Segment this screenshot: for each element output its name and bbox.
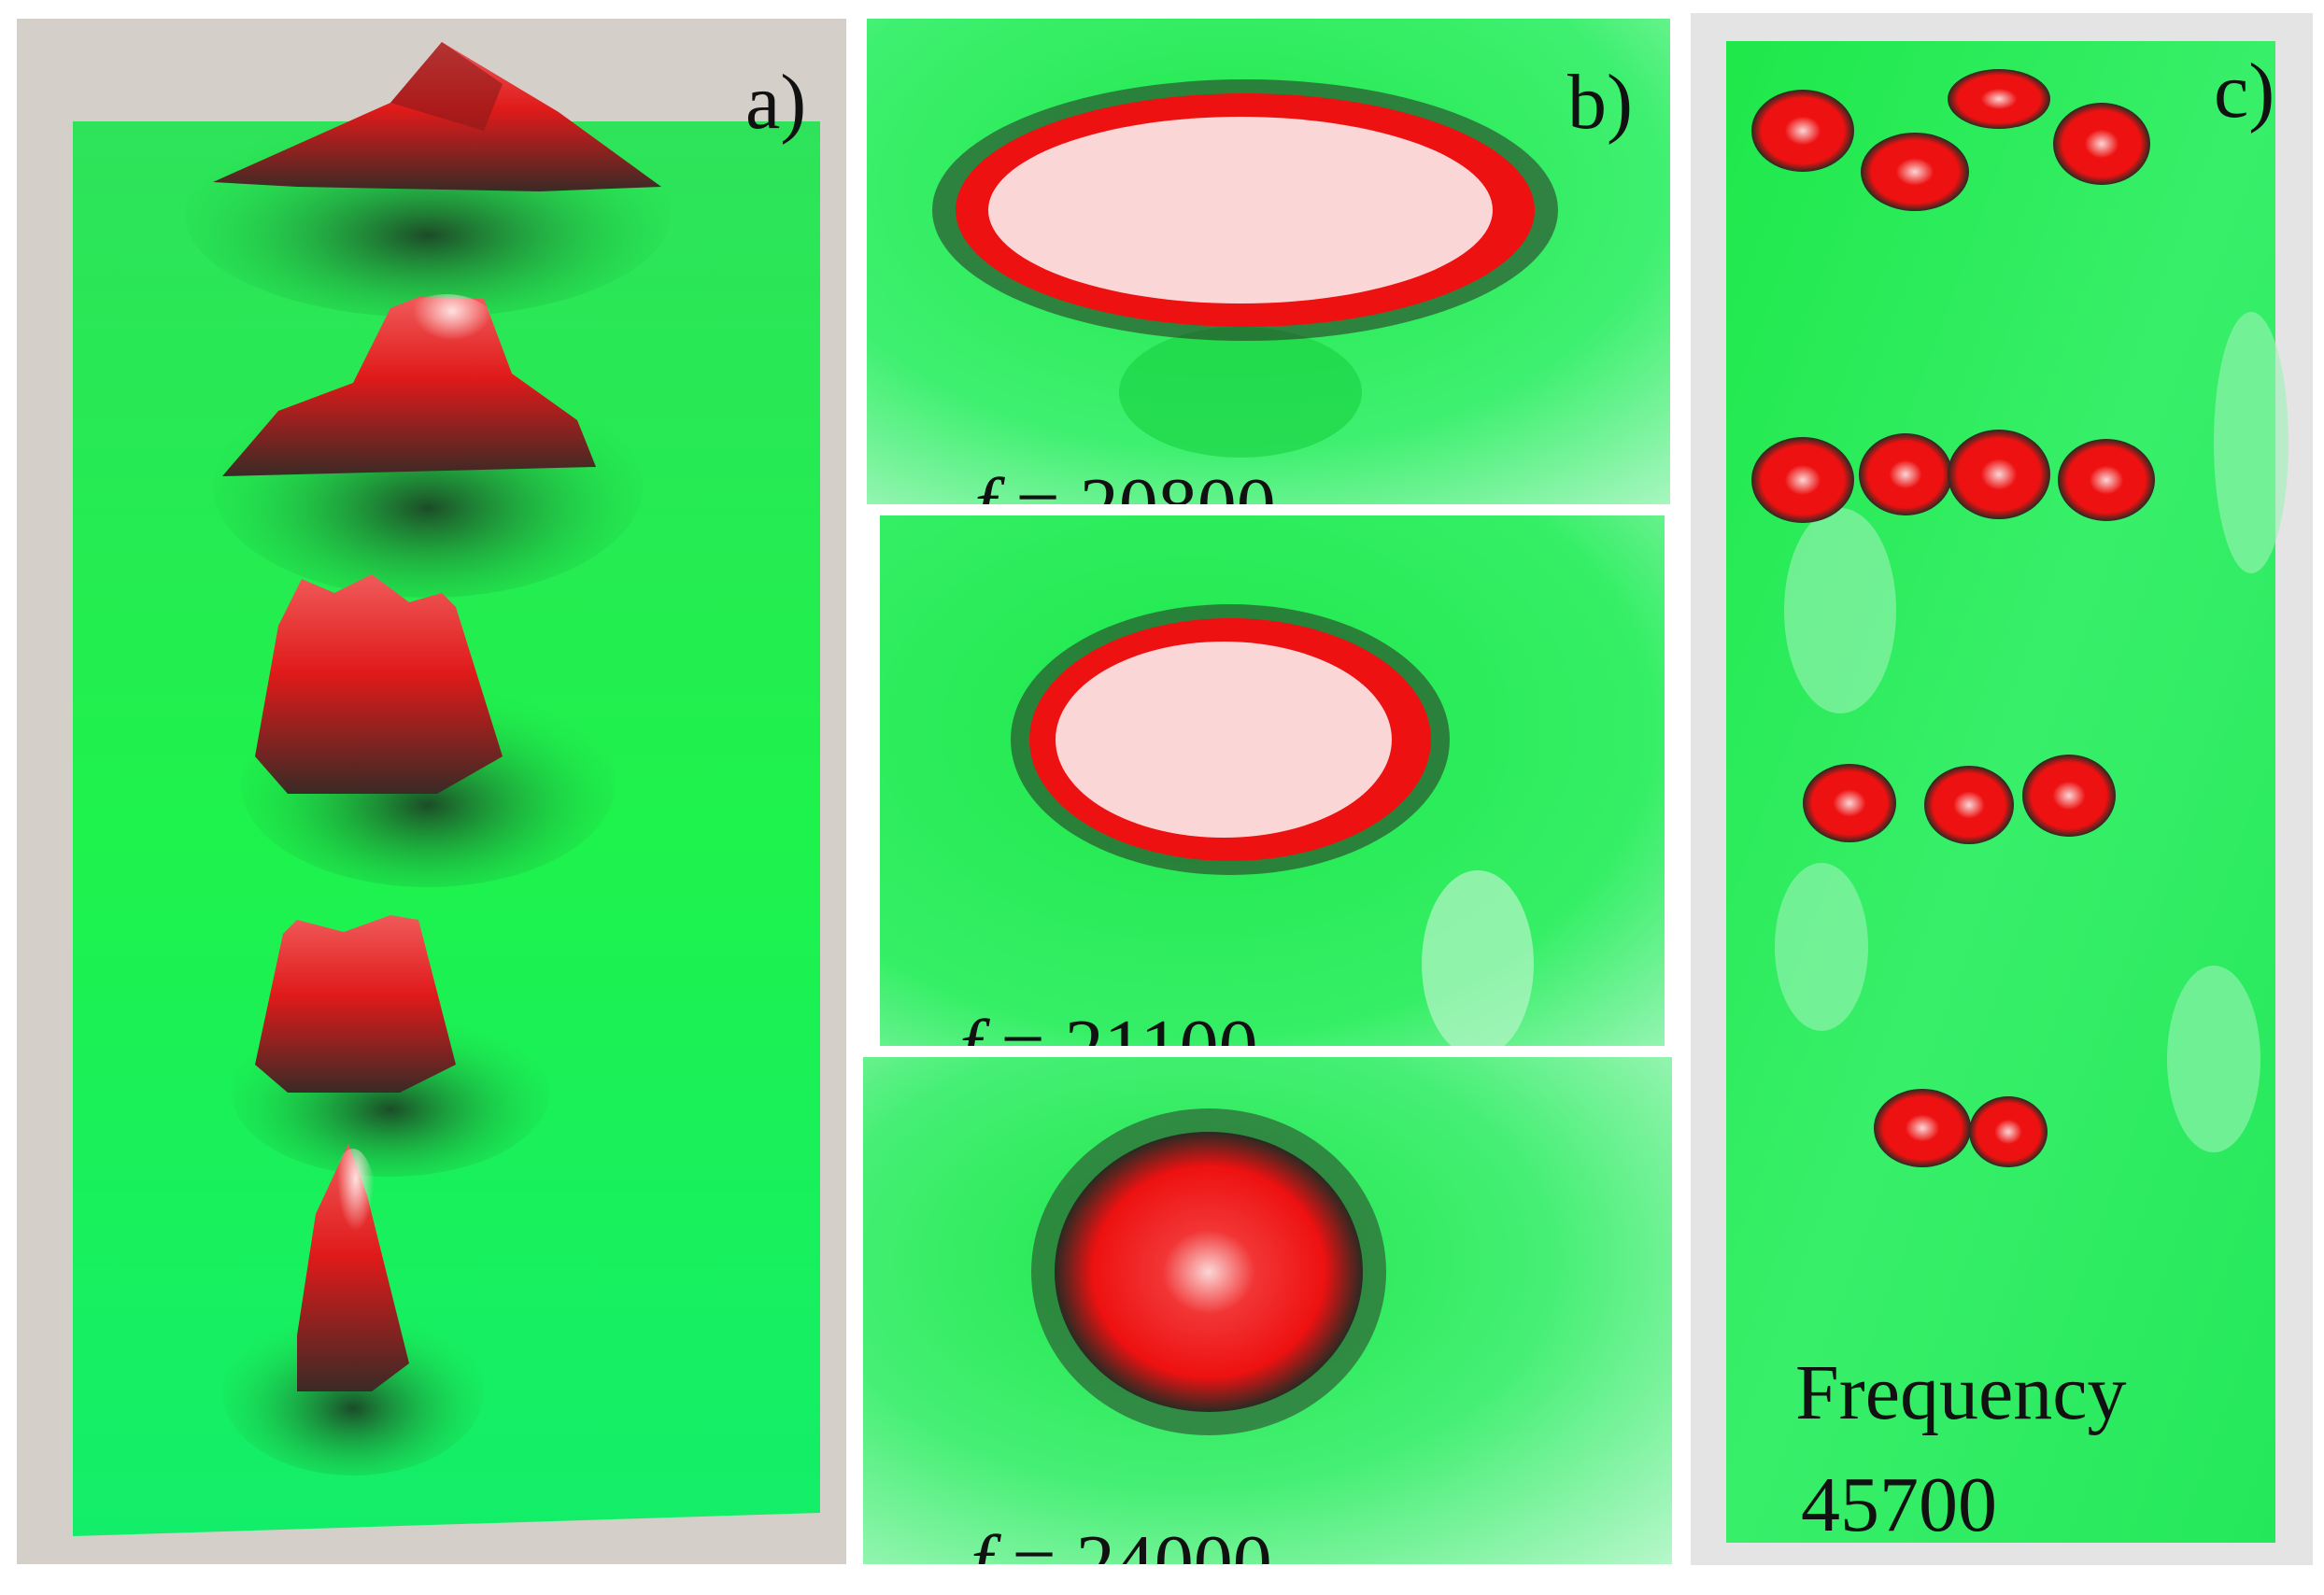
panel-b-bottom: f = 24000 [863,1057,1672,1564]
frequency-label: Frequency [1795,1349,2127,1436]
peak-4 [255,915,456,1093]
panel-c-label: c) [2214,48,2275,134]
peak-1 [213,42,661,191]
blob-b1 [932,79,1558,341]
blob-b3 [1031,1108,1386,1435]
panel-b-top: b) f = 20800 [867,19,1670,504]
caption-b1: f = 20800 [974,467,1276,505]
spots-row-3 [1803,755,2116,844]
panel-a: a) [17,19,846,1564]
panel-b-middle: f = 21100 [880,515,1665,1046]
peak-3 [255,574,503,794]
spots-row-4 [1874,1089,2048,1167]
panel-a-surface [73,42,820,1536]
spots-row-2 [1751,430,2155,523]
spots-row-1 [1751,69,2150,211]
panel-c: c) Frequency 45700 [1691,13,2313,1565]
panel-b-label: b) [1567,59,1633,146]
frequency-value: 45700 [1801,1461,1997,1548]
blob-b2 [1011,604,1450,875]
caption-b2: f = 21100 [959,1009,1258,1047]
caption-b3: f = 24000 [971,1519,1272,1565]
peak-2 [222,294,596,476]
peak-5 [297,1144,409,1391]
panel-a-label: a) [745,59,807,146]
